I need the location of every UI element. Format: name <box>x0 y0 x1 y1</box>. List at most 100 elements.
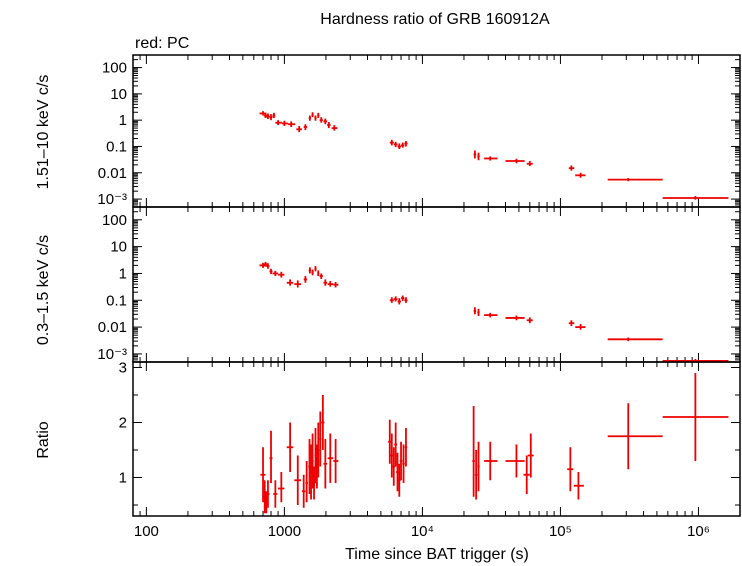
data-point <box>477 308 480 316</box>
data-point <box>575 324 586 330</box>
data-point <box>294 280 302 288</box>
data-point <box>393 141 398 148</box>
data-point <box>607 403 663 470</box>
data-point <box>323 279 328 286</box>
data-point <box>314 115 317 121</box>
data-point <box>484 312 498 318</box>
data-point <box>303 124 308 131</box>
data-point <box>319 411 322 467</box>
data-point <box>272 270 279 277</box>
data-point <box>568 165 575 171</box>
y-tick-label: 10 <box>110 86 127 103</box>
data-point <box>281 120 288 126</box>
data-point <box>314 265 317 272</box>
data-point <box>662 196 729 200</box>
y-tick-label: 100 <box>102 212 127 229</box>
data-point <box>260 447 266 503</box>
data-point <box>311 433 314 489</box>
data-point <box>319 117 323 123</box>
y-tick-label: 0.1 <box>106 138 127 155</box>
data-point <box>526 317 533 324</box>
y-tick-label: 10⁻³ <box>97 191 127 208</box>
data-point <box>404 297 408 303</box>
data-point <box>301 474 306 508</box>
data-point <box>311 112 314 118</box>
x-tick-label: 10⁵ <box>549 523 572 540</box>
data-point <box>404 428 408 467</box>
data-point <box>484 441 498 481</box>
y-tick-label: 3 <box>119 360 127 377</box>
soft-band-panel: 100 10 1 0.1 0.01 10⁻³ <box>97 206 741 363</box>
data-point <box>567 447 574 492</box>
data-point <box>269 268 273 275</box>
data-point <box>505 444 525 478</box>
data-point <box>317 270 320 277</box>
data-point <box>526 161 533 167</box>
data-point <box>323 118 328 125</box>
data-point <box>266 113 270 120</box>
data-point <box>473 307 477 315</box>
data-point <box>266 480 270 508</box>
data-point <box>389 139 394 146</box>
ratio-panel-ylabel: Ratio <box>35 421 52 458</box>
data-point <box>286 279 294 286</box>
data-point <box>308 267 312 274</box>
data-point <box>484 156 498 161</box>
y-tick-label: 0.1 <box>106 292 127 309</box>
data-point <box>303 276 308 283</box>
data-point <box>317 112 320 119</box>
data-point <box>401 295 405 301</box>
data-point <box>333 282 339 288</box>
data-point <box>321 395 325 450</box>
data-point <box>389 297 394 303</box>
x-axis-label: Time since BAT trigger (s) <box>345 546 529 563</box>
data-point <box>269 114 273 121</box>
data-point <box>273 480 278 508</box>
data-point <box>308 115 312 121</box>
data-point <box>568 320 575 326</box>
y-tick-label: 1 <box>119 470 127 487</box>
data-point <box>404 141 408 147</box>
data-point <box>472 406 475 497</box>
data-point <box>505 315 525 321</box>
y-tick-label: 1 <box>119 112 127 129</box>
data-point <box>392 447 396 486</box>
data-point <box>662 373 729 461</box>
data-point <box>527 433 534 478</box>
panel-frame <box>132 361 741 517</box>
y-tick-label: 10⁻³ <box>97 346 127 363</box>
data-point <box>390 433 394 478</box>
data-point <box>399 441 403 481</box>
soft-panel-ylabel: 0.3–1.5 keV c/s <box>35 235 52 345</box>
y-tick-label: 10 <box>110 239 127 256</box>
ratio-panel: 1 2 3 100 1000 10⁴ 10⁵ 10⁶ <box>119 360 741 540</box>
x-tick-label: 1000 <box>268 523 301 540</box>
data-point <box>278 271 285 278</box>
data-point <box>573 472 584 500</box>
data-point <box>397 298 402 305</box>
data-point <box>607 178 663 182</box>
data-point <box>402 444 405 483</box>
x-tick-label: 10⁶ <box>687 523 710 540</box>
hard-band-panel: 100 10 1 0.1 0.01 10⁻³ <box>97 54 741 208</box>
data-point <box>319 273 323 280</box>
data-point <box>296 125 302 133</box>
y-tick-label: 0.01 <box>98 165 127 182</box>
data-point <box>388 419 392 464</box>
data-point <box>311 269 314 276</box>
data-point <box>394 422 398 467</box>
panel-frame <box>132 54 741 208</box>
data-point <box>393 296 398 302</box>
x-tick-label: 100 <box>134 523 159 540</box>
data-point <box>473 150 477 159</box>
hard-panel-ylabel: 1.51–10 keV c/s <box>35 75 52 190</box>
data-point <box>477 152 480 161</box>
y-tick-label: 2 <box>119 415 127 432</box>
data-point <box>294 455 302 505</box>
data-point <box>269 430 273 483</box>
x-tick-label: 10⁴ <box>411 523 434 540</box>
data-point <box>286 422 294 472</box>
y-tick-label: 1 <box>119 265 127 282</box>
data-point <box>397 143 402 150</box>
